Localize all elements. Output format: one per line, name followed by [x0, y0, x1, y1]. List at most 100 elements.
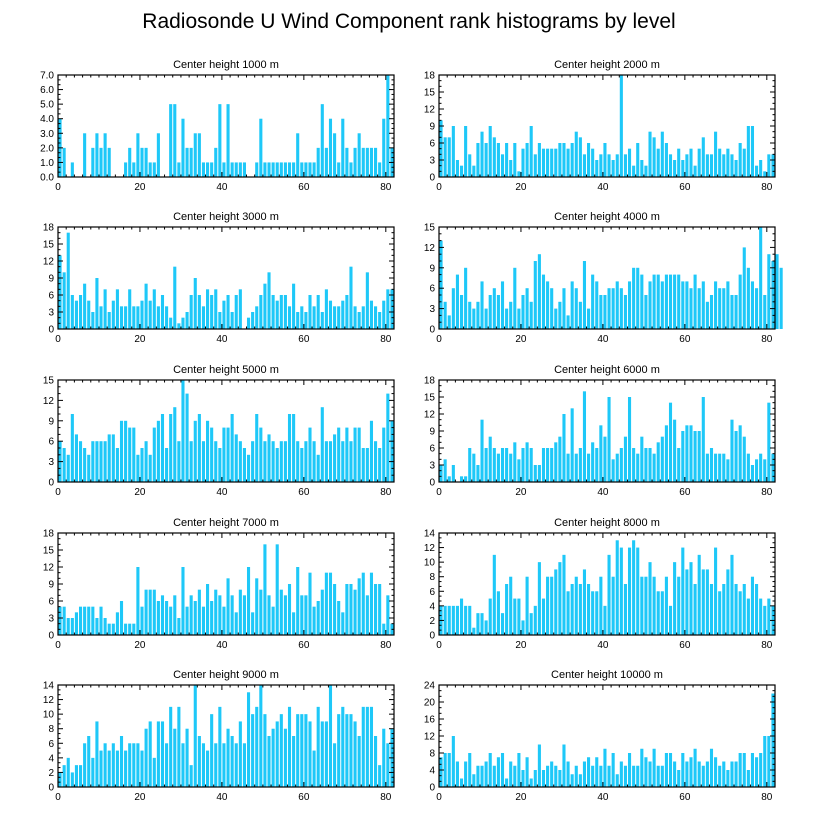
histogram-bar — [345, 295, 349, 329]
histogram-bar — [570, 584, 574, 635]
histogram-bar — [472, 774, 476, 787]
histogram-bar — [443, 301, 447, 329]
y-tick-label: 3 — [429, 461, 435, 472]
x-tick-label: 40 — [597, 334, 609, 345]
histogram-bar — [136, 306, 140, 329]
histogram-bar — [566, 315, 570, 329]
histogram-bar — [214, 441, 218, 482]
histogram-bar — [595, 757, 599, 787]
histogram-bar — [99, 441, 103, 482]
histogram-bar — [361, 147, 365, 177]
y-tick-label: 18 — [43, 529, 55, 540]
histogram-bar — [750, 753, 755, 787]
histogram-bar — [513, 143, 517, 177]
histogram-bar — [382, 728, 386, 787]
histogram-bar — [333, 306, 337, 329]
histogram-bar — [677, 148, 681, 177]
histogram-bar — [160, 595, 165, 635]
histogram-bar — [341, 706, 345, 787]
histogram-bar — [742, 148, 746, 177]
histogram-bar — [763, 171, 767, 177]
y-tick-label: 1.0 — [40, 158, 54, 169]
histogram-bar — [328, 118, 333, 177]
y-tick-label: 6 — [48, 597, 54, 608]
histogram-bar — [316, 295, 320, 329]
histogram-bar — [324, 441, 328, 482]
histogram-bar — [738, 591, 742, 635]
histogram-bar — [455, 274, 459, 329]
histogram-bar — [374, 736, 378, 787]
histogram-bar — [681, 281, 685, 329]
histogram-bar — [562, 554, 566, 635]
histogram-bar — [714, 547, 718, 635]
histogram-bar — [632, 448, 636, 482]
histogram-bar — [386, 743, 390, 787]
histogram-bar — [607, 288, 611, 329]
histogram-bar — [439, 757, 443, 787]
y-tick-label: 3.0 — [40, 129, 54, 140]
histogram-bar — [763, 459, 767, 482]
y-tick-label: 0 — [429, 783, 435, 794]
histogram-bar — [668, 274, 673, 329]
histogram-bar — [439, 465, 443, 482]
x-tick-label: 80 — [761, 792, 773, 803]
histogram-bar — [451, 288, 455, 329]
y-tick-label: 4 — [48, 753, 54, 764]
histogram-bar — [574, 453, 578, 482]
histogram-bar — [476, 613, 480, 635]
histogram-bar — [632, 165, 636, 177]
histogram-bar — [349, 714, 353, 787]
histogram-panel-7: Center height 7000 m 0 20 40 60 80 0 3 6 9 12 15 18 — [43, 517, 395, 651]
histogram-bar — [517, 308, 521, 329]
histogram-bar — [107, 623, 111, 635]
histogram-bar — [201, 743, 206, 787]
histogram-bar — [78, 765, 83, 787]
histogram-bar — [640, 160, 644, 177]
histogram-bar — [62, 272, 66, 329]
histogram-bar — [755, 288, 759, 329]
y-tick-label: 0 — [429, 173, 435, 184]
y-tick-label: 18 — [424, 376, 436, 387]
histogram-bar — [238, 162, 242, 177]
histogram-bar — [165, 448, 169, 482]
histogram-bar — [562, 288, 566, 329]
histogram-bar — [607, 765, 611, 787]
histogram-bar — [316, 454, 320, 482]
histogram-bar — [349, 584, 353, 635]
histogram-bar — [640, 274, 644, 329]
histogram-bar — [714, 757, 718, 787]
histogram-bar — [636, 547, 640, 635]
histogram-bar — [533, 770, 537, 787]
histogram-bar — [255, 706, 259, 787]
histogram-bar — [533, 154, 537, 177]
histogram-bar — [447, 605, 451, 635]
histogram-bar — [603, 436, 607, 482]
histogram-bar — [341, 118, 345, 177]
y-tick-label: 0 — [48, 631, 54, 642]
histogram-bar — [509, 301, 513, 329]
histogram-bar — [283, 295, 287, 329]
histogram-bar — [578, 774, 582, 787]
histogram-bar — [673, 160, 677, 177]
histogram-bar — [197, 295, 201, 329]
histogram-bar — [627, 281, 632, 329]
histogram-bar — [566, 761, 570, 787]
histogram-bar — [632, 765, 636, 787]
histogram-bar — [333, 743, 337, 787]
histogram-bar — [603, 605, 607, 635]
histogram-bar — [697, 761, 701, 787]
histogram-bar — [656, 274, 660, 329]
histogram-bar — [615, 540, 619, 635]
histogram-bar — [214, 589, 218, 635]
plot-frame — [57, 684, 395, 788]
histogram-panel-8: Center height 8000 m 0 20 40 60 80 0 2 4 6 8 10 12 14 — [424, 517, 776, 651]
histogram-bar — [529, 448, 533, 482]
histogram-bar — [668, 605, 673, 635]
histogram-bar — [509, 453, 513, 482]
histogram-bar — [333, 133, 337, 177]
histogram-bar — [107, 434, 111, 482]
histogram-bar — [459, 778, 464, 787]
histogram-bar — [189, 765, 193, 787]
histogram-bar — [156, 601, 160, 635]
histogram-bar — [459, 295, 464, 329]
